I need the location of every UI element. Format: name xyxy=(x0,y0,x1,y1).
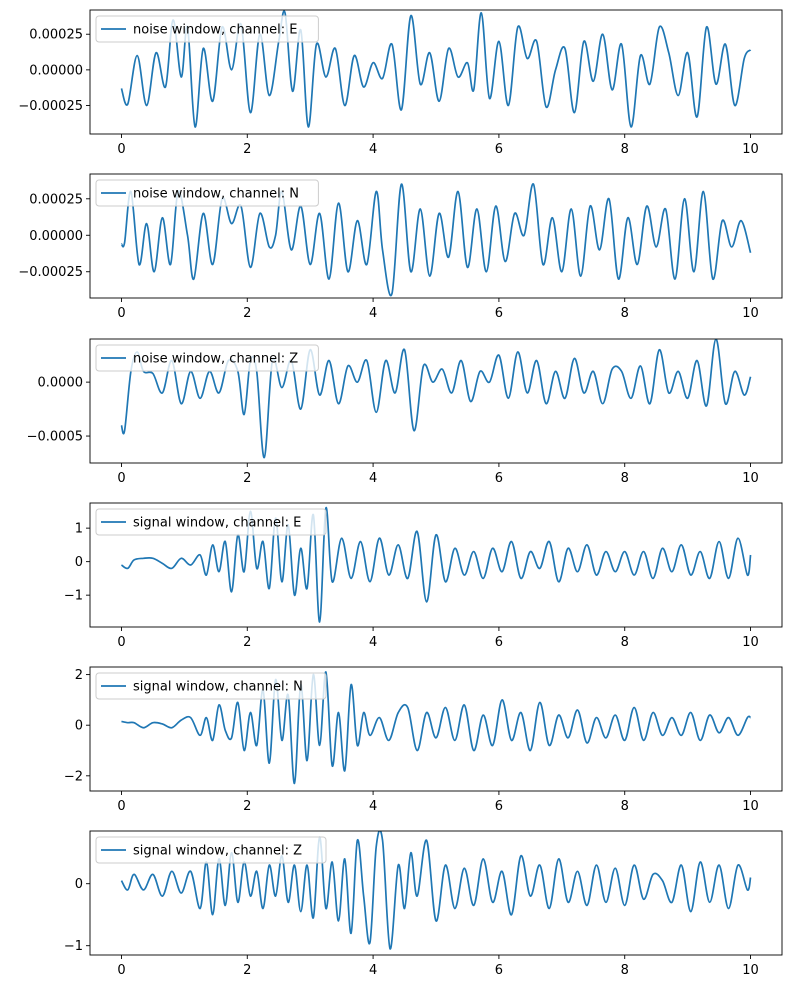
x-tick-label: 10 xyxy=(742,306,759,321)
legend-box xyxy=(95,15,319,43)
y-tick-label: 0 xyxy=(75,555,83,570)
x-tick-label: 0 xyxy=(117,635,125,650)
series-line xyxy=(120,10,752,128)
y-tick-label: 0.00000 xyxy=(29,229,83,244)
axes-frame xyxy=(89,338,783,464)
x-tick-label: 4 xyxy=(369,635,377,650)
subplot-6: 0 2 4 6 8 10 0 −1 signal window, channel: Z xyxy=(64,830,783,978)
x-tick-label: 10 xyxy=(742,142,759,157)
x-tick-label: 0 xyxy=(117,306,125,321)
subplot-2: 0 2 4 6 8 10 0.00025 0.00000 −0.00025 noise windo… xyxy=(18,173,783,321)
axes-frame xyxy=(89,830,783,956)
legend: signal window, channel: N xyxy=(95,672,327,700)
subplot-1: 0 2 4 6 8 10 0.00025 0.00000 −0.00025 noise windo… xyxy=(18,9,783,157)
x-tick-label: 8 xyxy=(621,471,629,486)
legend-label: signal window, channel: Z xyxy=(133,844,302,859)
x-tick-label: 8 xyxy=(621,963,629,978)
series-line xyxy=(120,183,752,297)
x-tick-label: 10 xyxy=(742,471,759,486)
y-tick-label: −0.00025 xyxy=(18,99,83,114)
series-line xyxy=(120,831,752,950)
series-line xyxy=(120,339,752,459)
legend-label: noise window, channel: N xyxy=(133,187,299,202)
x-tick-label: 4 xyxy=(369,142,377,157)
x-tick-label: 0 xyxy=(117,142,125,157)
legend: noise window, channel: N xyxy=(95,179,319,207)
legend-box xyxy=(95,508,327,536)
y-tick-label: 0.0000 xyxy=(38,376,84,391)
axes-frame xyxy=(89,666,783,792)
y-tick-label: 0 xyxy=(75,877,83,892)
x-tick-label: 2 xyxy=(243,799,251,814)
axes-frame xyxy=(89,9,783,135)
y-tick-label: 0.00025 xyxy=(29,192,83,207)
axes-frame xyxy=(89,502,783,628)
y-tick-label: 1 xyxy=(75,522,83,537)
x-tick-label: 6 xyxy=(495,142,503,157)
x-tick-label: 4 xyxy=(369,799,377,814)
legend-label: signal window, channel: E xyxy=(133,516,301,531)
x-tick-label: 4 xyxy=(369,963,377,978)
x-tick-label: 2 xyxy=(243,142,251,157)
legend-box xyxy=(95,344,319,372)
x-tick-label: 2 xyxy=(243,306,251,321)
x-tick-label: 6 xyxy=(495,799,503,814)
y-tick-label: 0.00025 xyxy=(29,28,83,43)
legend: noise window, channel: E xyxy=(95,15,319,43)
x-tick-label: 2 xyxy=(243,963,251,978)
legend-box xyxy=(95,836,327,864)
y-tick-label: −1 xyxy=(64,589,83,604)
y-tick-label: −2 xyxy=(64,769,83,784)
x-tick-label: 2 xyxy=(243,471,251,486)
legend: noise window, channel: Z xyxy=(95,344,319,372)
legend-box xyxy=(95,179,319,207)
legend: signal window, channel: E xyxy=(95,508,327,536)
x-tick-label: 6 xyxy=(495,963,503,978)
subplot-3: 0 2 4 6 8 10 0.0000 −0.0005 noise window, channe… xyxy=(27,338,783,486)
legend-box xyxy=(95,672,327,700)
x-tick-label: 4 xyxy=(369,306,377,321)
x-tick-label: 0 xyxy=(117,799,125,814)
y-tick-label: −1 xyxy=(64,939,83,954)
x-tick-label: 10 xyxy=(742,635,759,650)
legend: signal window, channel: Z xyxy=(95,836,327,864)
x-tick-label: 6 xyxy=(495,635,503,650)
subplot-5: 0 2 4 6 8 10 2 0 −2 signal window, channel: N xyxy=(64,666,783,814)
y-tick-label: 0.00000 xyxy=(29,63,83,78)
series-line xyxy=(120,507,752,623)
x-tick-label: 10 xyxy=(742,799,759,814)
y-tick-label: 2 xyxy=(75,668,83,683)
x-tick-label: 8 xyxy=(621,306,629,321)
x-tick-label: 8 xyxy=(621,635,629,650)
y-tick-label: 0 xyxy=(75,719,83,734)
y-tick-label: −0.00025 xyxy=(18,265,83,280)
x-tick-label: 2 xyxy=(243,635,251,650)
x-tick-label: 6 xyxy=(495,471,503,486)
legend-label: noise window, channel: E xyxy=(133,23,297,38)
x-tick-label: 10 xyxy=(742,963,759,978)
x-tick-label: 8 xyxy=(621,799,629,814)
x-tick-label: 8 xyxy=(621,142,629,157)
x-tick-label: 4 xyxy=(369,471,377,486)
x-tick-label: 0 xyxy=(117,963,125,978)
legend-label: signal window, channel: N xyxy=(133,680,303,695)
x-tick-label: 6 xyxy=(495,306,503,321)
legend-label: noise window, channel: Z xyxy=(133,352,298,367)
series-line xyxy=(121,671,752,785)
y-tick-label: −0.0005 xyxy=(27,430,83,445)
x-tick-label: 0 xyxy=(117,471,125,486)
axes-frame xyxy=(89,173,783,299)
